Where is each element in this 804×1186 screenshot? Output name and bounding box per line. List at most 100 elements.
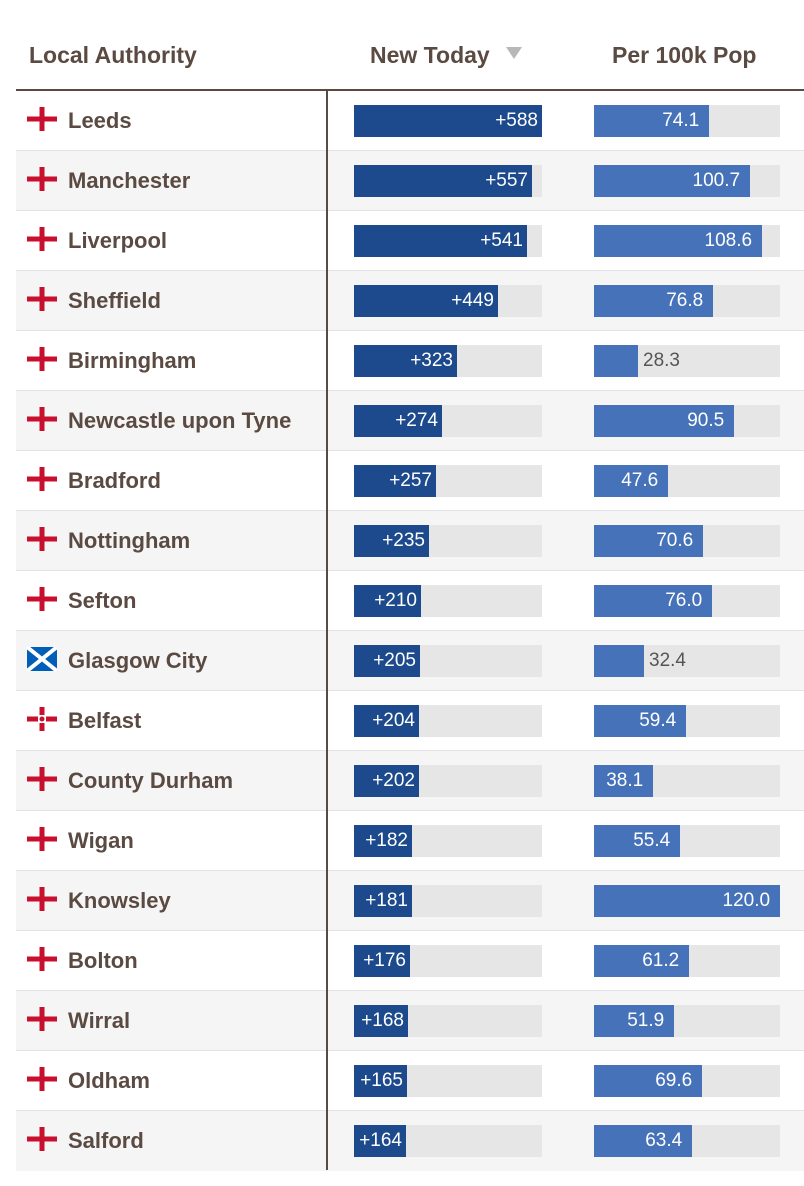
new-today-value: +176 [363,950,406,971]
column-header-new-today[interactable]: New Today [370,42,522,69]
authority-name: Knowsley [68,888,171,913]
england-flag-icon [27,767,57,791]
new-today-bar [354,645,420,677]
new-today-track: +164 [354,1125,542,1157]
per-100k-track: 76.0 [594,585,780,617]
new-today-value: +182 [365,830,408,851]
england-flag-icon [27,407,57,431]
per-100k-bar [594,645,644,677]
new-today-bar [354,225,527,257]
authority-name: Nottingham [68,528,191,553]
new-today-value: +202 [372,770,415,791]
table-row[interactable]: Newcastle upon Tyne +274 90.5 [16,391,804,451]
new-today-bar [354,405,442,437]
per-100k-value: 76.0 [665,590,703,611]
per-100k-bar [594,105,709,137]
england-flag-icon [27,587,57,611]
england-flag-icon [27,1127,57,1151]
new-today-track: +168 [354,1005,542,1037]
table-row[interactable]: Wigan +182 55.4 [16,811,804,871]
per-100k-bar [594,945,689,977]
per-100k-bar [594,405,734,437]
per-100k-track: 38.1 [594,765,780,797]
england-flag-icon [27,887,57,911]
table-row[interactable]: Bradford +257 47.6 [16,451,804,511]
new-today-bar [354,1065,407,1097]
new-today-bar [354,105,542,137]
per-100k-track: 70.6 [594,525,780,557]
per-100k-track: 28.3 [594,345,780,377]
column-header-per-100k[interactable]: Per 100k Pop [612,42,757,68]
england-flag-icon [27,527,57,551]
authority-name: Wigan [68,828,134,853]
per-100k-value: 69.6 [655,1070,693,1091]
new-today-bar [354,1125,406,1157]
per-100k-value: 59.4 [639,710,677,731]
new-today-bar [354,885,412,917]
table-row[interactable]: Belfast +204 59.4 [16,691,804,751]
authority-name: Sheffield [68,288,161,313]
authority-name: Oldham [68,1068,150,1093]
new-today-bar [354,705,419,737]
table-row[interactable]: Birmingham +323 28.3 [16,331,804,391]
per-100k-value: 61.2 [642,950,680,971]
new-today-track: +235 [354,525,542,557]
per-100k-track: 90.5 [594,405,780,437]
table-row[interactable]: County Durham +202 38.1 [16,751,804,811]
new-today-value: +257 [389,470,432,491]
authority-name: Birmingham [68,348,197,373]
england-flag-icon [27,1007,57,1031]
table-row[interactable]: Leeds +588 74.1 [16,91,804,151]
column-header-local-authority[interactable]: Local Authority [29,42,197,68]
per-100k-value: 55.4 [633,830,671,851]
per-100k-track: 61.2 [594,945,780,977]
england-flag-icon [27,467,57,491]
northern-ireland-flag-icon [27,707,57,731]
per-100k-value: 47.6 [621,470,659,491]
england-flag-icon [27,287,57,311]
new-today-track: +165 [354,1065,542,1097]
authority-table: Local Authority New Today Per 100k Pop L… [16,0,804,1171]
column-divider [326,91,328,1170]
table-row[interactable]: Glasgow City +205 32.4 [16,631,804,691]
per-100k-bar [594,345,638,377]
table-row[interactable]: Manchester +557 100.7 [16,151,804,211]
table-row[interactable]: Oldham +165 69.6 [16,1051,804,1111]
table-header: Local Authority New Today Per 100k Pop [16,0,804,91]
per-100k-track: 120.0 [594,885,780,917]
per-100k-bar [594,705,686,737]
new-today-value: +541 [480,230,523,251]
table-row[interactable]: Salford +164 63.4 [16,1111,804,1171]
per-100k-value: 28.3 [643,350,680,371]
table-row[interactable]: Wirral +168 51.9 [16,991,804,1051]
new-today-bar [354,285,498,317]
table-row[interactable]: Sheffield +449 76.8 [16,271,804,331]
new-today-bar [354,945,410,977]
table-row[interactable]: Knowsley +181 120.0 [16,871,804,931]
new-today-track: +176 [354,945,542,977]
per-100k-bar [594,765,653,797]
england-flag-icon [27,167,57,191]
new-today-track: +323 [354,345,542,377]
authority-name: Wirral [68,1008,131,1033]
england-flag-icon [27,1067,57,1091]
per-100k-bar [594,1065,702,1097]
authority-name: Manchester [68,168,191,193]
table-row[interactable]: Nottingham +235 70.6 [16,511,804,571]
per-100k-track: 55.4 [594,825,780,857]
england-flag-icon [27,347,57,371]
per-100k-track: 100.7 [594,165,780,197]
table-row[interactable]: Liverpool +541 108.6 [16,211,804,271]
per-100k-value: 90.5 [687,410,725,431]
table-row[interactable]: Sefton +210 76.0 [16,571,804,631]
england-flag-icon [27,947,57,971]
new-today-value: +165 [360,1070,403,1091]
new-today-track: +210 [354,585,542,617]
per-100k-track: 32.4 [594,645,780,677]
per-100k-bar [594,225,762,257]
new-today-value: +449 [451,290,494,311]
table-row[interactable]: Bolton +176 61.2 [16,931,804,991]
new-today-track: +257 [354,465,542,497]
per-100k-bar [594,825,680,857]
per-100k-value: 32.4 [649,650,686,671]
